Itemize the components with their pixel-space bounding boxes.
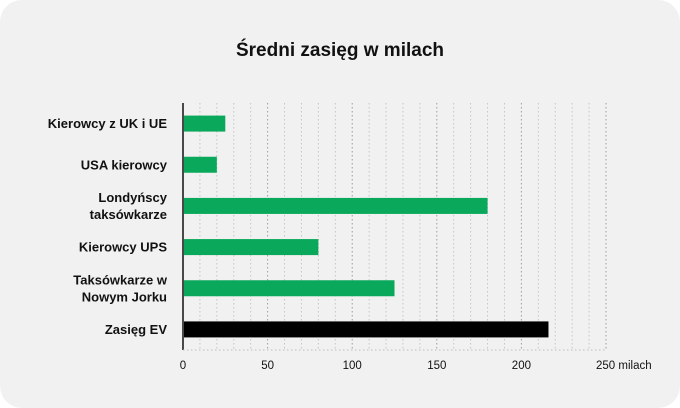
category-label-line: Kierowcy UPS xyxy=(79,240,167,255)
category-label: Zasięg EV xyxy=(105,322,167,337)
category-label: Kierowcy z UK i UE xyxy=(48,116,168,131)
x-tick-label: 0 xyxy=(180,360,186,372)
x-tick-label: 100 xyxy=(343,360,362,372)
category-label-line: Taksówkarze w xyxy=(73,272,168,287)
bar xyxy=(184,115,226,132)
bar xyxy=(184,197,488,214)
x-tick-label: 50 xyxy=(261,360,274,372)
category-label-line: taksówkarze xyxy=(90,207,167,222)
chart-title: Średni zasięg w milach xyxy=(235,40,445,61)
category-label-line: Zasięg EV xyxy=(105,322,167,337)
x-tick-label: 150 xyxy=(427,360,446,372)
bar xyxy=(184,239,319,256)
category-label-line: Nowym Jorku xyxy=(82,289,167,304)
category-label: Taksówkarze w Nowym Jorku xyxy=(73,272,168,304)
x-tick-label: 250 milach xyxy=(596,360,652,372)
category-label: Kierowcy UPS xyxy=(79,240,167,255)
x-tick-label: 200 xyxy=(512,360,531,372)
bar xyxy=(184,321,549,338)
category-label: Londyńscy taksówkarze xyxy=(90,190,168,222)
category-label-line: Kierowcy z UK i UE xyxy=(48,116,168,131)
category-label-line: Londyńscy xyxy=(98,190,167,205)
bar xyxy=(184,156,217,173)
bar xyxy=(184,280,395,297)
category-label-line: USA kierowcy xyxy=(81,157,168,172)
category-label: USA kierowcy xyxy=(81,157,168,172)
